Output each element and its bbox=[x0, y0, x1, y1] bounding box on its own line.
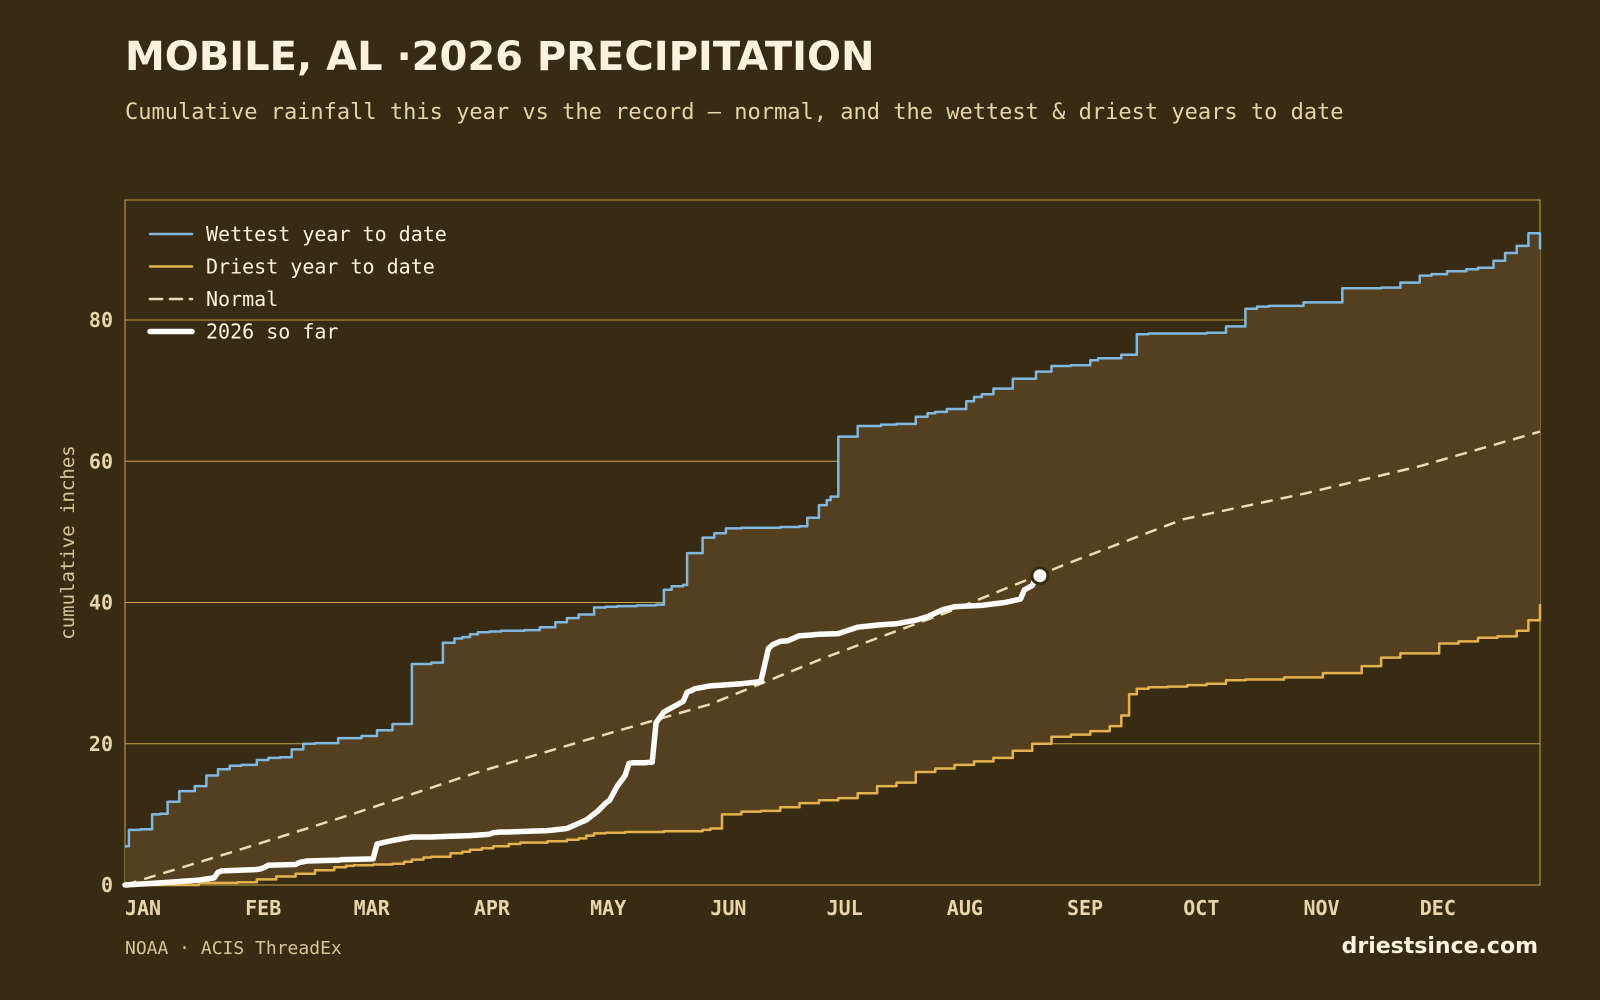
y-tick-label: 40 bbox=[89, 591, 113, 615]
page-subtitle: Cumulative rainfall this year vs the rec… bbox=[125, 100, 1344, 125]
x-tick-label: SEP bbox=[1067, 896, 1103, 920]
x-tick-label: DEC bbox=[1420, 896, 1456, 920]
x-tick-label: APR bbox=[474, 896, 511, 920]
data-source: NOAA · ACIS ThreadEx bbox=[125, 938, 342, 959]
x-tick-label: AUG bbox=[947, 896, 983, 920]
legend-label: Wettest year to date bbox=[206, 222, 447, 246]
series-layer bbox=[122, 231, 1542, 888]
y-tick-label: 0 bbox=[101, 873, 113, 897]
page-title: MOBILE, AL ·2026 PRECIPITATION bbox=[125, 34, 875, 80]
x-tick-label: MAY bbox=[590, 896, 626, 920]
current-marker bbox=[1030, 566, 1050, 586]
legend-label: Driest year to date bbox=[206, 255, 435, 279]
series-normal-line bbox=[124, 430, 1541, 887]
y-axis-label: cumulative inches bbox=[57, 445, 79, 639]
x-tick-label: JUN bbox=[710, 896, 746, 920]
y-tick-label: 80 bbox=[89, 308, 113, 332]
x-tick-label: OCT bbox=[1183, 896, 1219, 920]
x-tick-label: JUL bbox=[827, 896, 863, 920]
x-tick-label: JAN bbox=[125, 896, 161, 920]
series-wettest-line bbox=[125, 231, 1542, 848]
legend-label: Normal bbox=[206, 287, 278, 311]
legend: Wettest year to date Driest year to date N… bbox=[147, 222, 447, 344]
record-band bbox=[125, 233, 1540, 885]
band-layer bbox=[125, 233, 1540, 885]
legend-label: 2026 so far bbox=[206, 320, 338, 344]
series-current-line bbox=[122, 572, 1043, 888]
x-tick-label: FEB bbox=[245, 896, 281, 920]
y-tick-label: 20 bbox=[89, 732, 113, 756]
brand-link[interactable]: driestsince.com bbox=[1341, 934, 1538, 959]
x-tick-label: MAR bbox=[354, 896, 391, 920]
y-tick-label: 60 bbox=[89, 449, 113, 473]
x-tick-label: NOV bbox=[1303, 896, 1339, 920]
series-driest-line bbox=[125, 603, 1542, 887]
axis-layer: 0 20 40 60 80 JAN FEB MAR APR MAY JUN JUL AUG SEP OCT N… bbox=[57, 308, 1456, 920]
